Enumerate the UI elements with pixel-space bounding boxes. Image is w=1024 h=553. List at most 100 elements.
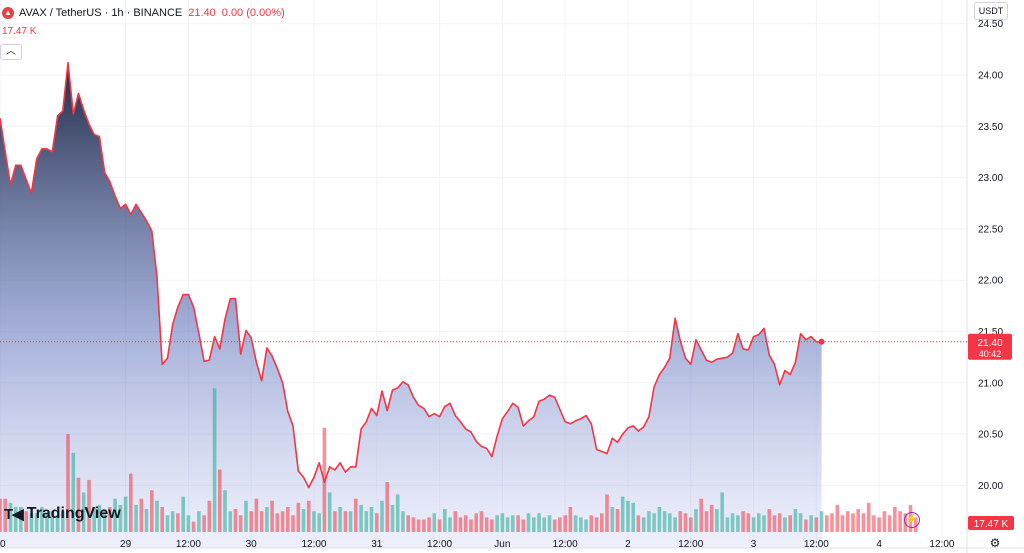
volume-bar	[521, 519, 526, 532]
logo-text: TradingView	[26, 505, 121, 522]
volume-bar	[19, 507, 23, 532]
volume-bar	[882, 511, 887, 532]
volume-bar	[898, 511, 902, 532]
volume-bar	[317, 513, 321, 533]
volume-bar	[364, 511, 369, 532]
volume-bar	[228, 511, 233, 532]
price-tick-label: 20.50	[978, 430, 1003, 441]
volume-bar	[715, 509, 719, 532]
volume-bar	[620, 496, 625, 532]
volume-bar	[92, 507, 96, 532]
volume-bar	[375, 513, 379, 533]
volume-bar	[443, 509, 447, 532]
volume-bar	[631, 502, 635, 532]
volume-bar	[218, 469, 222, 532]
volume-bar	[296, 502, 301, 532]
price-change: 0.00 (0.00%)	[221, 7, 285, 19]
volume-bar	[280, 511, 285, 532]
volume-bar	[401, 511, 405, 532]
volume-bar	[385, 482, 389, 532]
price-tick-label: 24.00	[978, 71, 1003, 82]
volume-bar	[741, 511, 745, 532]
price-tick-label: 22.50	[978, 224, 1003, 235]
volume-bar	[463, 515, 468, 532]
volume-bar	[150, 490, 154, 532]
volume-bar	[484, 517, 489, 532]
volume-bar	[8, 502, 13, 532]
volume-bar	[767, 509, 772, 532]
collapse-legend-button[interactable]: ︿	[0, 44, 22, 60]
volume-bar	[615, 509, 620, 532]
volume-bar	[437, 519, 442, 532]
volume-bar	[835, 504, 840, 532]
tradingview-logo[interactable]: T◀ TradingView	[4, 505, 121, 523]
price-line-path	[0, 61, 822, 489]
volume-bar	[108, 507, 112, 532]
volume-bar	[694, 509, 698, 532]
volume-bar	[845, 511, 850, 532]
volume-bar	[490, 519, 494, 532]
volume-bar	[333, 511, 337, 532]
price-tick-label: 21.00	[978, 378, 1003, 389]
price-tick-label: 23.00	[978, 173, 1003, 184]
volume-bar	[76, 477, 81, 532]
volume-bar	[814, 517, 819, 532]
volume-bar	[647, 511, 651, 532]
volume-bar	[343, 511, 348, 532]
volume-bar	[730, 513, 735, 533]
volume-bar	[254, 498, 259, 532]
volume-bar	[81, 492, 86, 532]
price-line	[0, 61, 825, 489]
volume-bar	[238, 515, 243, 532]
volume-bar	[422, 519, 426, 532]
time-tick-label: 29	[120, 539, 132, 550]
volume-bar	[34, 513, 39, 533]
volume-bar	[427, 517, 431, 532]
gear-icon[interactable]: ⚙	[989, 536, 1001, 550]
volume-bar	[359, 504, 363, 532]
volume-bar	[505, 517, 510, 532]
symbol-title[interactable]: AVAX / TetherUS · 1h · BINANCE	[19, 7, 183, 19]
volume-bar	[144, 509, 149, 532]
volume-bar	[594, 517, 599, 532]
volume-bar	[118, 504, 123, 532]
volume-bar	[699, 498, 703, 532]
volume-bar	[390, 504, 395, 532]
volume-bar	[552, 519, 557, 532]
volume-bar	[673, 517, 677, 532]
time-axis: 00 29 12:00 30 12:00 31 12:00 Jun 12:00 2 12:00 3 12…	[0, 539, 955, 550]
volume-bar	[212, 388, 217, 533]
volume-bar	[3, 498, 7, 532]
time-tick-label: 4	[876, 539, 882, 550]
volume-bar	[306, 500, 311, 532]
lightning-icon[interactable]: ⚡	[904, 512, 920, 528]
volume-bar	[479, 511, 484, 532]
volume-bar	[71, 452, 76, 532]
volume-bar	[584, 519, 588, 532]
volume-bar	[689, 517, 693, 532]
avax-logo-icon: ▲	[2, 7, 14, 19]
time-tick-label: 12:00	[427, 539, 452, 550]
volume-bar	[29, 513, 34, 533]
volume-bar	[170, 511, 175, 532]
volume-bar	[777, 513, 782, 533]
volume-legend: 17.47 K	[2, 26, 37, 37]
volume-bar	[139, 498, 144, 532]
volume-bar	[652, 513, 656, 533]
volume-bar	[861, 513, 866, 533]
volume-bar	[0, 498, 2, 532]
volume-bar	[537, 513, 541, 533]
volume-bar	[825, 515, 829, 532]
volume-bar	[851, 513, 855, 533]
volume-bar	[636, 515, 641, 532]
volume-bar	[856, 509, 860, 532]
currency-button[interactable]: USDT	[974, 2, 1008, 20]
volume-bar	[181, 496, 185, 532]
price-tick-label: 23.50	[978, 122, 1003, 133]
volume-bar	[772, 515, 777, 532]
volume-bar	[45, 513, 49, 533]
volume-bar	[40, 507, 44, 532]
volume-bar	[804, 519, 808, 532]
price-tag-value: 21.40	[977, 338, 1002, 349]
